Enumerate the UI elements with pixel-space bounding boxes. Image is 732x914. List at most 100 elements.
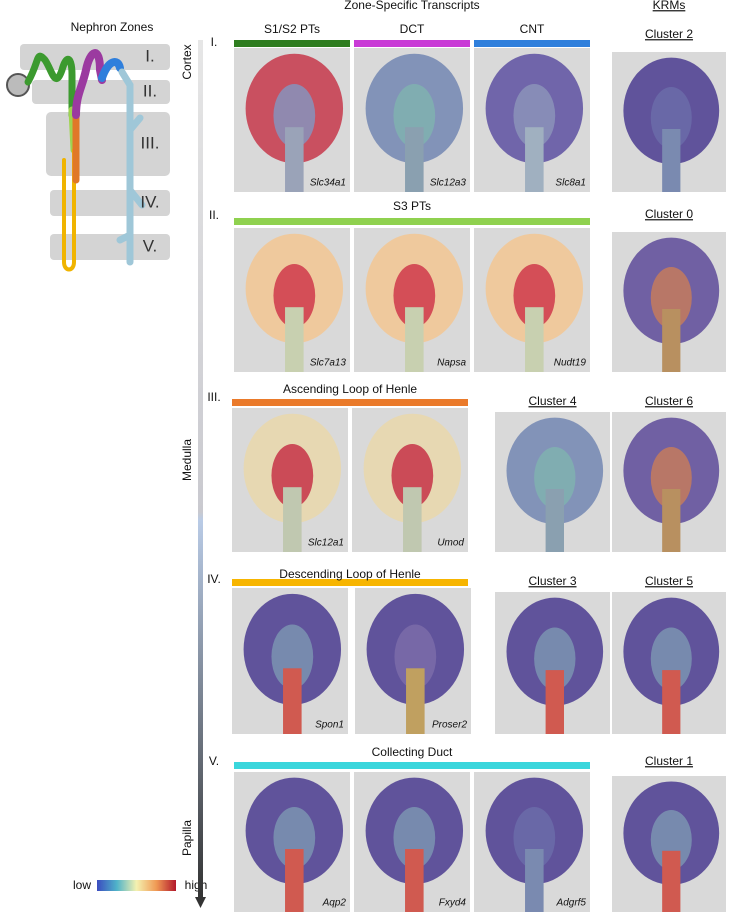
gene-label: Adgrf5 <box>556 898 587 909</box>
tubule <box>72 49 106 119</box>
tissue-image <box>234 772 350 912</box>
group-label: CNT <box>520 22 545 36</box>
header-title: Zone-Specific Transcripts <box>344 0 479 12</box>
tissue-inner <box>273 807 316 869</box>
zone-label: II. <box>143 81 157 100</box>
gene-label: Slc12a1 <box>308 538 344 549</box>
tissue-stem <box>283 668 302 734</box>
zone-label: III. <box>141 133 160 152</box>
tissue-inner <box>391 444 434 508</box>
tubule <box>62 148 76 272</box>
tissue-image <box>474 48 590 192</box>
tissue-image <box>354 48 470 192</box>
tissue-stem <box>525 127 544 192</box>
tissue-image <box>234 48 350 192</box>
tissue-stem <box>662 129 681 192</box>
tissue-image <box>355 588 471 734</box>
gene-label: Fxyd4 <box>439 898 467 909</box>
cluster-label: Cluster 5 <box>645 574 693 588</box>
gene-label: Spon1 <box>315 720 344 731</box>
tissue-stem <box>405 307 424 372</box>
tissue-stem <box>662 850 681 912</box>
tissue-inner <box>650 447 692 509</box>
tissue-stem <box>403 487 422 552</box>
group-bar <box>234 40 350 47</box>
tissue-inner <box>513 84 556 148</box>
left-title: Nephron Zones <box>71 20 154 34</box>
tissue-inner <box>513 807 556 869</box>
tissue-inner <box>393 807 436 869</box>
row-zone: V. <box>209 754 219 768</box>
gene-label: Umod <box>437 538 464 549</box>
tissue-stem <box>525 307 544 372</box>
cluster-label: Cluster 2 <box>645 27 693 41</box>
tissue-inner <box>273 84 316 148</box>
tissue-inner <box>271 624 314 689</box>
legend-high: high <box>185 878 208 892</box>
region-label: Cortex <box>180 44 194 79</box>
zone-label: IV. <box>140 192 159 211</box>
tissue-image <box>612 592 726 734</box>
tissue-inner <box>273 264 316 328</box>
gene-label: Slc8a1 <box>555 178 586 189</box>
tissue-image <box>612 776 726 912</box>
tissue-inner <box>650 810 692 870</box>
cluster-label: Cluster 1 <box>645 754 693 768</box>
gene-label: Slc7a13 <box>310 358 347 369</box>
tissue-inner <box>534 627 576 690</box>
gene-label: Slc12a3 <box>430 178 467 189</box>
tissue-image <box>495 592 610 734</box>
row-zone: IV. <box>207 572 221 586</box>
region-label: Papilla <box>180 820 194 856</box>
group-bar <box>474 40 590 47</box>
cluster-label: Cluster 4 <box>528 394 576 408</box>
tissue-stem <box>545 489 564 552</box>
tissue-image <box>354 772 470 912</box>
group-label: S1/S2 PTs <box>264 22 320 36</box>
glomerulus <box>6 73 30 97</box>
row-zone: I. <box>211 35 218 49</box>
group-label: Ascending Loop of Henle <box>283 382 417 396</box>
gene-label: Aqp2 <box>322 898 347 909</box>
tissue-image <box>612 52 726 192</box>
tissue-image <box>354 228 470 372</box>
tissue-inner <box>650 627 692 690</box>
zone-label: V. <box>143 236 158 255</box>
tissue-stem <box>405 849 424 912</box>
gene-label: Proser2 <box>432 720 467 731</box>
tubule <box>98 58 124 82</box>
tissue-image <box>234 228 350 372</box>
zone-box <box>50 234 170 260</box>
group-bar <box>234 762 590 769</box>
group-bar <box>232 579 468 586</box>
tissue-inner <box>393 264 436 328</box>
tissue-image <box>612 412 726 552</box>
tissue-stem <box>662 670 681 734</box>
row-zone: II. <box>209 208 219 222</box>
zone-label: I. <box>145 46 154 65</box>
depth-axis <box>198 40 203 898</box>
tissue-inner <box>271 444 314 508</box>
tissue-stem <box>285 127 304 192</box>
krms-title: KRMs <box>653 0 686 12</box>
tissue-stem <box>285 849 304 912</box>
group-bar <box>234 218 590 225</box>
cluster-label: Cluster 0 <box>645 207 693 221</box>
tubule <box>24 52 76 119</box>
cluster-label: Cluster 3 <box>528 574 576 588</box>
tissue-image <box>232 588 348 734</box>
gene-label: Napsa <box>437 358 466 369</box>
tissue-stem <box>525 849 544 912</box>
cluster-label: Cluster 6 <box>645 394 693 408</box>
tissue-image <box>232 408 348 552</box>
row-zone: III. <box>207 390 220 404</box>
zone-box <box>32 80 170 104</box>
tissue-image <box>352 408 468 552</box>
color-legend <box>97 880 176 891</box>
gene-label: Slc34a1 <box>310 178 346 189</box>
legend-low: low <box>73 878 91 892</box>
tubule <box>116 68 146 266</box>
tissue-inner <box>534 447 576 509</box>
group-label: S3 PTs <box>393 199 431 213</box>
